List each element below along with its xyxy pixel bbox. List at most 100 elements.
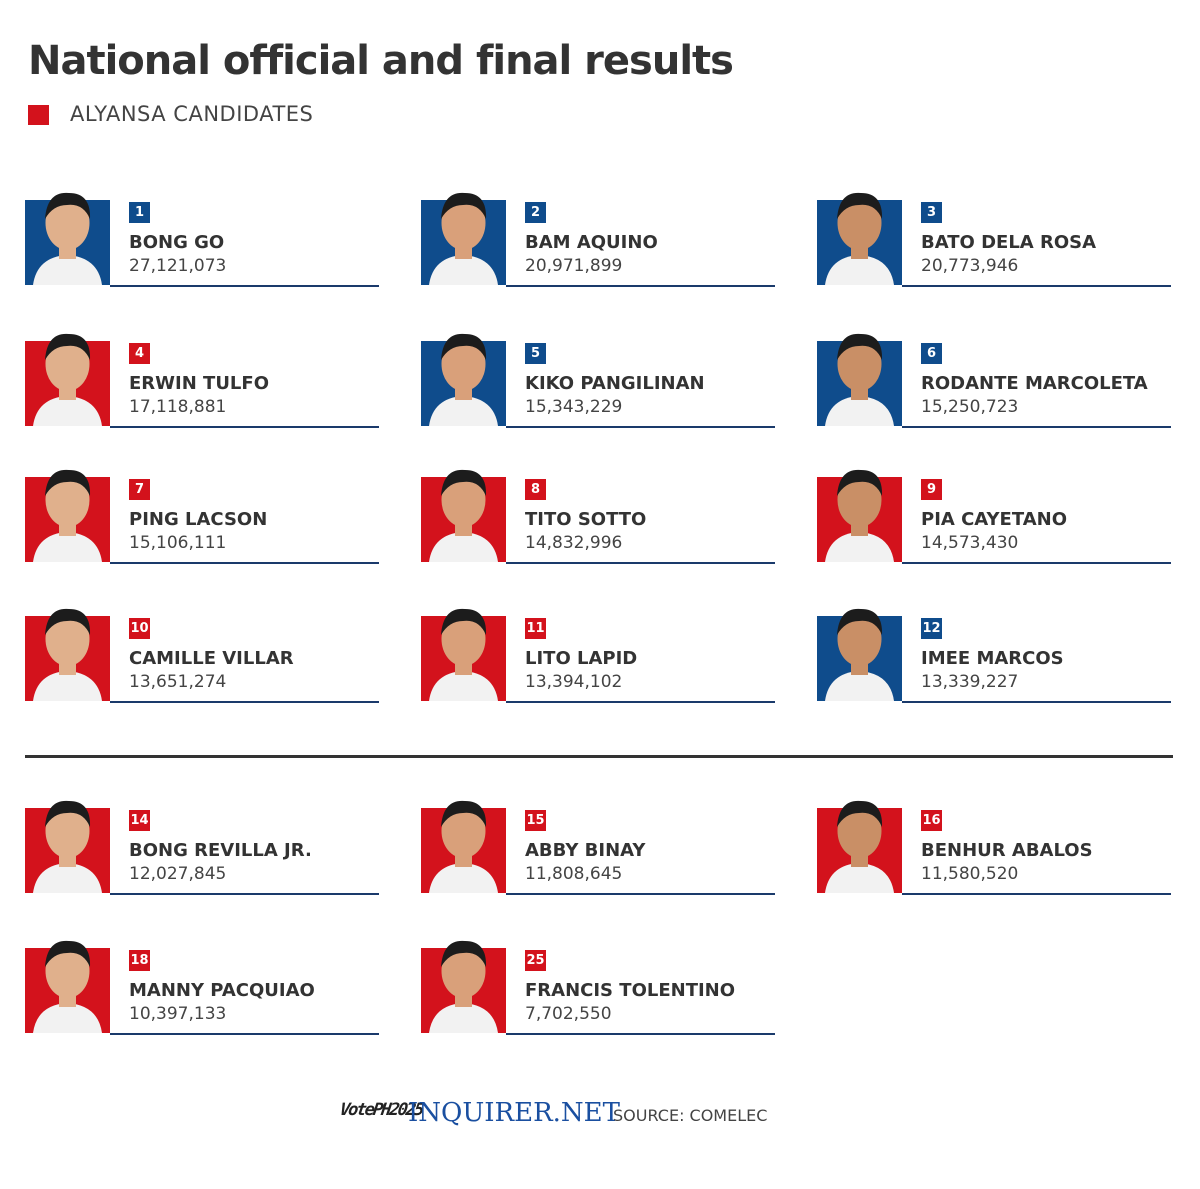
candidate-photo xyxy=(25,326,110,426)
portrait xyxy=(25,469,110,562)
rank-badge: 4 xyxy=(129,343,150,364)
candidate-name: BONG REVILLA JR. xyxy=(129,840,312,861)
candidate-photo xyxy=(817,793,902,893)
portrait xyxy=(25,940,110,1033)
candidate-photo xyxy=(421,462,506,562)
rank-badge: 5 xyxy=(525,343,546,364)
candidate-name: BAM AQUINO xyxy=(525,232,658,253)
rank-badge: 12 xyxy=(921,618,942,639)
underline xyxy=(110,426,379,428)
candidate-votes: 15,343,229 xyxy=(525,397,623,417)
legend-swatch xyxy=(28,105,49,125)
underline xyxy=(902,285,1171,287)
underline xyxy=(902,701,1171,703)
rank-badge: 3 xyxy=(921,202,942,223)
portrait xyxy=(421,192,506,285)
candidate-name: PIA CAYETANO xyxy=(921,509,1068,530)
candidate-name: ERWIN TULFO xyxy=(129,373,270,394)
candidate-votes: 20,773,946 xyxy=(921,256,1019,276)
candidate-votes: 12,027,845 xyxy=(129,864,227,884)
candidate-votes: 14,832,996 xyxy=(525,533,623,553)
underline xyxy=(902,893,1171,895)
rank-badge: 10 xyxy=(129,618,150,639)
underline xyxy=(110,562,379,564)
candidate-name: IMEE MARCOS xyxy=(921,648,1064,669)
underline xyxy=(110,701,379,703)
underline xyxy=(506,701,775,703)
portrait xyxy=(25,192,110,285)
portrait xyxy=(25,608,110,701)
underline xyxy=(902,562,1171,564)
portrait xyxy=(421,800,506,893)
candidate-votes: 11,580,520 xyxy=(921,864,1019,884)
portrait xyxy=(817,800,902,893)
divider xyxy=(25,755,1173,758)
candidate-votes: 15,106,111 xyxy=(129,533,227,553)
portrait xyxy=(817,608,902,701)
rank-badge: 11 xyxy=(525,618,546,639)
candidate-votes: 27,121,073 xyxy=(129,256,227,276)
candidate-votes: 10,397,133 xyxy=(129,1004,227,1024)
portrait xyxy=(817,192,902,285)
candidate-photo xyxy=(421,326,506,426)
portrait xyxy=(421,608,506,701)
rank-badge: 15 xyxy=(525,810,546,831)
title: National official and final results xyxy=(28,38,734,84)
candidate-photo xyxy=(25,793,110,893)
candidate-photo xyxy=(25,462,110,562)
candidate-name: BATO DELA ROSA xyxy=(921,232,1097,253)
underline xyxy=(110,1033,379,1035)
brand: INQUIRER.NET xyxy=(408,1098,620,1128)
rank-badge: 14 xyxy=(129,810,150,831)
candidate-photo xyxy=(421,601,506,701)
candidate-photo xyxy=(421,793,506,893)
candidate-votes: 17,118,881 xyxy=(129,397,227,417)
candidate-name: BENHUR ABALOS xyxy=(921,840,1093,861)
rank-badge: 18 xyxy=(129,950,150,971)
underline xyxy=(506,285,775,287)
rank-badge: 9 xyxy=(921,479,942,500)
candidate-name: CAMILLE VILLAR xyxy=(129,648,294,669)
candidate-name: RODANTE MARCOLETA xyxy=(921,373,1148,394)
source: SOURCE: COMELEC xyxy=(613,1106,768,1125)
underline xyxy=(506,426,775,428)
rank-badge: 1 xyxy=(129,202,150,223)
portrait xyxy=(421,469,506,562)
underline xyxy=(902,426,1171,428)
rank-badge: 7 xyxy=(129,479,150,500)
candidate-photo xyxy=(421,185,506,285)
portrait xyxy=(25,800,110,893)
candidate-photo xyxy=(817,326,902,426)
candidate-photo xyxy=(25,185,110,285)
candidate-photo xyxy=(817,462,902,562)
portrait xyxy=(421,940,506,1033)
candidate-photo xyxy=(817,185,902,285)
candidate-name: LITO LAPID xyxy=(525,648,638,669)
candidate-votes: 14,573,430 xyxy=(921,533,1019,553)
candidate-votes: 13,339,227 xyxy=(921,672,1019,692)
candidate-photo xyxy=(817,601,902,701)
rank-badge: 8 xyxy=(525,479,546,500)
portrait xyxy=(25,333,110,426)
underline xyxy=(110,893,379,895)
candidate-name: KIKO PANGILINAN xyxy=(525,373,705,394)
candidate-votes: 7,702,550 xyxy=(525,1004,612,1024)
candidate-name: ABBY BINAY xyxy=(525,840,646,861)
candidate-votes: 13,651,274 xyxy=(129,672,227,692)
portrait xyxy=(817,469,902,562)
candidate-name: BONG GO xyxy=(129,232,225,253)
candidate-votes: 20,971,899 xyxy=(525,256,623,276)
candidate-votes: 15,250,723 xyxy=(921,397,1019,417)
candidate-photo xyxy=(25,933,110,1033)
portrait xyxy=(817,333,902,426)
candidate-name: MANNY PACQUIAO xyxy=(129,980,315,1001)
rank-badge: 2 xyxy=(525,202,546,223)
candidate-name: TITO SOTTO xyxy=(525,509,647,530)
underline xyxy=(506,893,775,895)
candidate-name: PING LACSON xyxy=(129,509,268,530)
portrait xyxy=(421,333,506,426)
candidate-photo xyxy=(421,933,506,1033)
underline xyxy=(110,285,379,287)
rank-badge: 25 xyxy=(525,950,546,971)
